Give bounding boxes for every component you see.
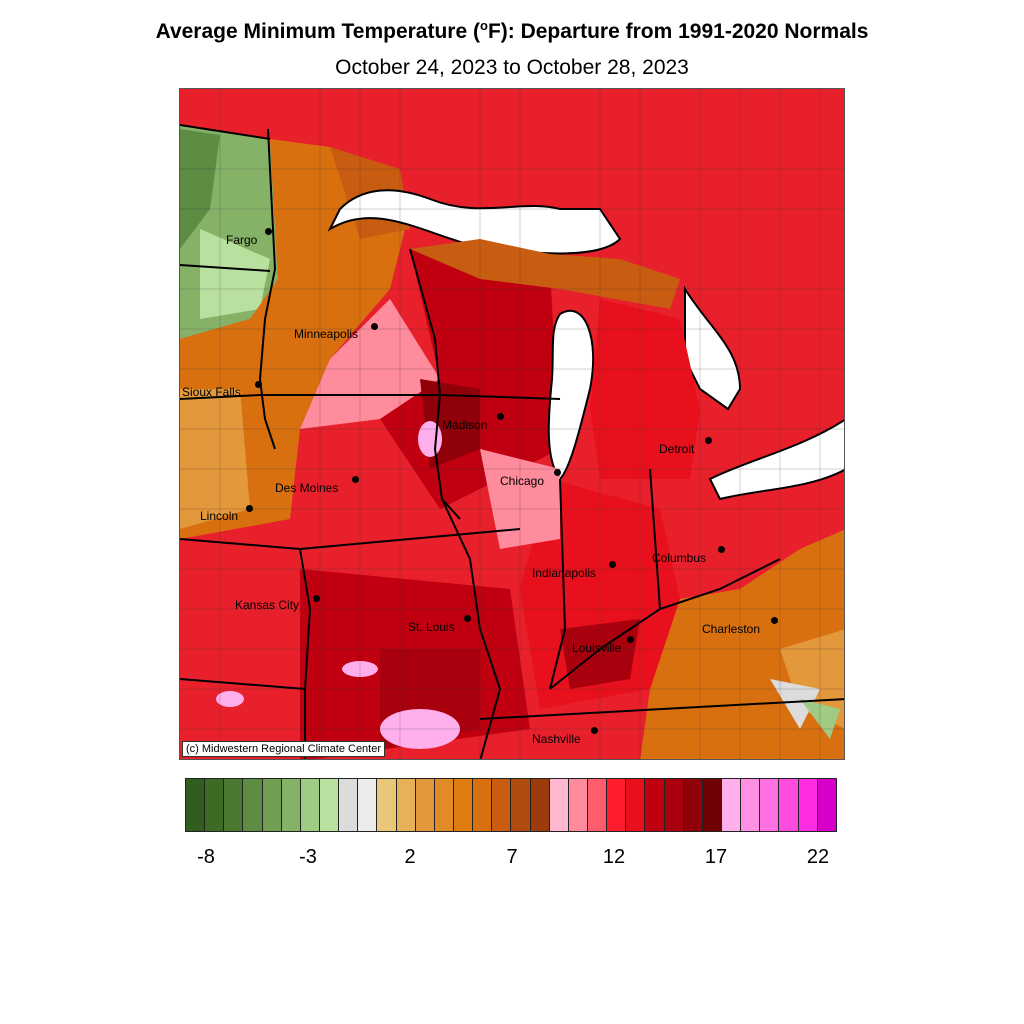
- city-label-sioux-falls: Sioux Falls: [182, 385, 241, 399]
- city-dot-minneapolis: [371, 323, 378, 330]
- city-label-indianapolis: Indianapolis: [532, 566, 597, 580]
- city-label-louisville: Louisville: [572, 641, 622, 655]
- legend-tick-label: 12: [602, 846, 626, 868]
- city-dot-st-louis: [464, 615, 471, 622]
- legend-swatch: [492, 779, 512, 831]
- legend-swatch: [683, 779, 703, 831]
- legend-tick-label: -3: [299, 846, 317, 868]
- legend-swatch: [626, 779, 646, 831]
- city-dot-nashville: [591, 727, 598, 734]
- legend-swatch: [186, 779, 206, 831]
- city-label-minneapolis: Minneapolis: [294, 327, 359, 341]
- city-dot-columbus: [718, 546, 725, 553]
- map-title: Average Minimum Temperature (oF): Depart…: [0, 18, 1024, 44]
- city-dot-kansas-city: [313, 595, 320, 602]
- legend-swatch: [434, 779, 454, 831]
- legend-swatch: [243, 779, 263, 831]
- legend-swatch: [702, 779, 722, 831]
- map-subtitle: October 24, 2023 to October 28, 2023: [335, 56, 689, 79]
- temperature-map: [180, 89, 844, 759]
- legend-swatch: [664, 779, 684, 831]
- city-label-madison: Madison: [442, 418, 488, 432]
- legend-swatch: [377, 779, 397, 831]
- legend-swatch: [741, 779, 761, 831]
- city-dot-indianapolis: [609, 561, 616, 568]
- city-dot-des-moines: [352, 476, 359, 483]
- city-dot-sioux-falls: [255, 381, 262, 388]
- legend-swatch: [453, 779, 474, 831]
- legend-swatch: [607, 779, 627, 831]
- city-dot-fargo: [265, 228, 272, 235]
- legend-tick-label: 22: [806, 846, 830, 868]
- legend-tick-label: 2: [404, 846, 416, 868]
- legend-swatch: [530, 779, 550, 831]
- legend-swatch: [358, 779, 378, 831]
- city-dot-lincoln: [246, 505, 253, 512]
- legend-swatch: [300, 779, 320, 831]
- city-label-fargo: Fargo: [226, 233, 258, 247]
- city-dot-charleston: [771, 617, 778, 624]
- legend-swatch: [549, 779, 569, 831]
- city-dot-louisville: [627, 636, 634, 643]
- legend-swatch: [396, 779, 416, 831]
- copyright-notice: (c) Midwestern Regional Climate Center: [182, 741, 386, 757]
- legend-swatch: [721, 779, 742, 831]
- city-label-lincoln: Lincoln: [200, 509, 239, 523]
- city-dot-chicago: [554, 469, 561, 476]
- legend-tick-label: 7: [506, 846, 518, 868]
- legend-swatch: [587, 779, 608, 831]
- legend-tick-label: -8: [197, 846, 215, 868]
- legend-swatch: [798, 779, 818, 831]
- title-degree: o: [479, 18, 488, 33]
- legend-swatch: [319, 779, 340, 831]
- city-label-st-louis: St. Louis: [408, 620, 455, 634]
- legend-swatch: [205, 779, 225, 831]
- city-label-columbus: Columbus: [652, 551, 707, 565]
- legend-swatch: [473, 779, 493, 831]
- city-label-charleston: Charleston: [702, 622, 761, 636]
- legend-swatch: [760, 779, 780, 831]
- city-dot-detroit: [705, 437, 712, 444]
- legend-swatch: [645, 779, 665, 831]
- city-label-chicago: Chicago: [500, 474, 545, 488]
- legend-swatch: [339, 779, 359, 831]
- legend-swatch: [224, 779, 244, 831]
- map-area: Fargo Minneapolis Sioux Falls Madison De…: [179, 88, 845, 760]
- title-text-main: Average Minimum Temperature (: [155, 20, 480, 43]
- legend-swatch: [779, 779, 799, 831]
- city-label-des-moines: Des Moines: [275, 481, 339, 495]
- legend-swatch: [511, 779, 531, 831]
- city-label-kansas-city: Kansas City: [235, 598, 300, 612]
- title-text-rest: F): Departure from 1991-2020 Normals: [487, 20, 869, 43]
- legend-swatch: [262, 779, 282, 831]
- city-label-nashville: Nashville: [532, 732, 581, 746]
- city-label-detroit: Detroit: [659, 442, 695, 456]
- city-dot-madison: [497, 413, 504, 420]
- legend-swatch: [568, 779, 588, 831]
- color-legend: [185, 778, 837, 832]
- legend-swatch: [281, 779, 301, 831]
- legend-swatch: [415, 779, 435, 831]
- legend-tick-label: 17: [704, 846, 728, 868]
- legend-swatch: [817, 779, 836, 831]
